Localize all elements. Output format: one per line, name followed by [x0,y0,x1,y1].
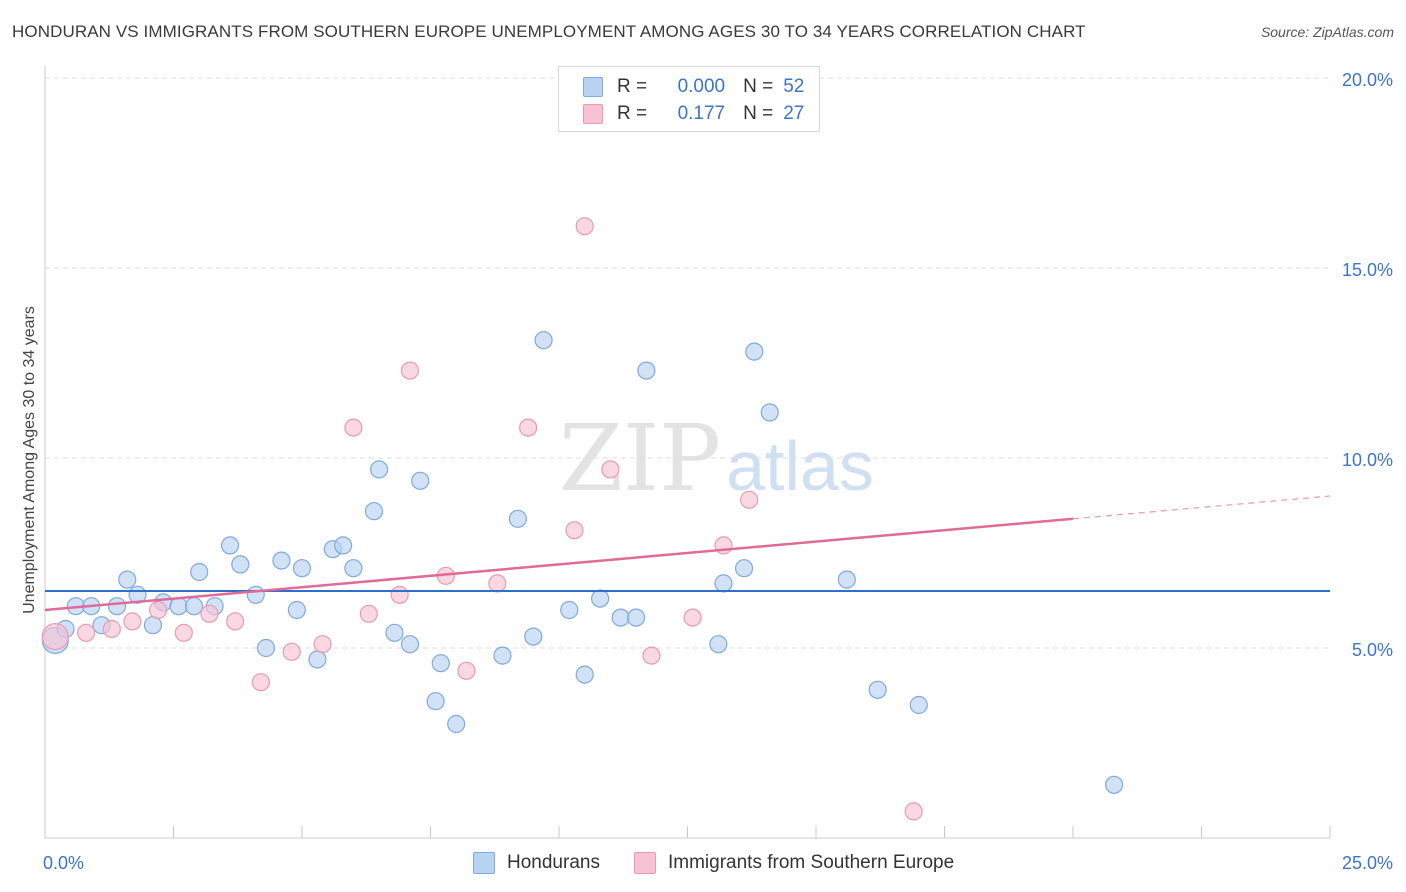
southern-europe-point [390,585,409,604]
honduran-point [385,623,404,642]
honduran-point [611,608,630,627]
honduran-point [308,650,327,669]
honduran-point [760,403,779,422]
southern-europe-point [123,612,142,631]
honduran-point [431,654,450,673]
southern-europe-point [904,802,923,821]
legend-swatch-blue [473,852,495,874]
legend-r-label: R = [617,76,648,97]
honduran-point [169,597,188,616]
honduran-point [143,616,163,635]
honduran-point [626,608,646,627]
honduran-point [575,665,594,684]
legend-n-value: 27 [783,103,805,124]
series-legend-southern-europe[interactable]: Immigrants from Southern Europe [634,852,954,874]
x-tick-label: 0.0% [43,853,84,873]
y-tick-label: 20.0% [1342,70,1393,90]
southern-europe-point [174,623,193,642]
honduran-point [909,695,928,715]
honduran-point [508,509,527,528]
legend-swatch-blue [583,77,603,97]
legend-n-value: 52 [783,76,805,97]
honduran-point [524,627,543,646]
honduran-point [560,600,579,620]
southern-europe-point [683,608,702,627]
honduran-point [426,692,445,711]
series-legend: Hondurans Immigrants from Southern Europ… [0,852,1406,878]
legend-n-label: N = [743,103,774,124]
y-tick-label: 5.0% [1352,640,1393,660]
southern-europe-point [313,635,332,654]
southern-europe-point [488,574,507,593]
honduran-point [837,570,856,589]
legend-r-label: R = [617,103,648,124]
southern-europe-point [77,623,96,642]
southern-europe-point [642,646,661,665]
honduran-point [447,714,466,734]
southern-europe-point [41,622,69,651]
honduran-point [493,646,512,665]
honduran-point [709,635,728,654]
honduran-point [370,460,389,479]
southern-europe-point [251,673,270,692]
honduran-point [292,559,312,578]
source-credit: Source: ZipAtlas.com [1260,24,1394,40]
southern-europe-point [565,521,584,540]
honduran-point [287,600,306,620]
honduran-point [400,635,420,654]
southern-europe-point [200,604,219,623]
honduran-point [534,331,553,350]
southern-europe-point [400,361,420,380]
honduran-point [734,559,754,578]
southern-europe-point [519,418,538,437]
southern-europe-point [575,217,594,236]
honduran-point [272,551,291,570]
series-legend-hondurans[interactable]: Hondurans [473,852,600,874]
southern-europe-point [359,604,378,623]
series-legend-label: Immigrants from Southern Europe [668,852,955,873]
honduran-point [190,562,209,582]
honduran-point [868,680,887,699]
legend-r-value: 0.000 [677,76,726,97]
legend-row-southern-europe: R = 0.177 N = 27 [583,102,804,126]
honduran-point [637,361,656,380]
honduran-point [231,555,250,574]
correlation-legend: R = 0.000 N = 52 R = 0.177 N = 27 [558,66,820,132]
honduran-point [344,559,363,578]
y-tick-label: 15.0% [1342,260,1393,280]
legend-n-label: N = [743,76,774,97]
honduran-point [184,597,204,616]
legend-row-hondurans: R = 0.000 N = 52 [583,75,804,99]
legend-swatch-pink [583,104,603,124]
honduran-point [745,342,764,361]
southern-europe-trendline [44,517,1074,612]
southern-europe-point [282,642,301,661]
x-tick-label: 25.0% [1342,853,1393,873]
honduran-point [411,471,430,490]
honduran-point [714,574,733,593]
honduran-point [591,589,610,608]
southern-europe-trendline-extension [1072,495,1331,520]
honduran-point [1105,775,1124,794]
southern-europe-point [457,661,476,680]
honduran-point [364,502,384,521]
y-tick-label: 10.0% [1342,450,1393,470]
southern-europe-point [740,490,759,509]
southern-europe-point [148,600,168,620]
honduran-point [246,585,265,604]
southern-europe-point [102,619,121,639]
southern-europe-point [601,460,620,479]
southern-europe-point [226,612,245,631]
honduran-point [256,638,276,658]
honduran-point [118,570,137,589]
honduran-point [220,536,240,555]
honduran-point [107,597,127,616]
legend-r-value: 0.177 [677,103,726,124]
southern-europe-point [344,418,363,437]
honduran-point [334,536,353,555]
chart-title: HONDURAN VS IMMIGRANTS FROM SOUTHERN EUR… [12,22,1086,41]
series-legend-label: Hondurans [507,852,600,873]
legend-swatch-pink [634,852,656,874]
